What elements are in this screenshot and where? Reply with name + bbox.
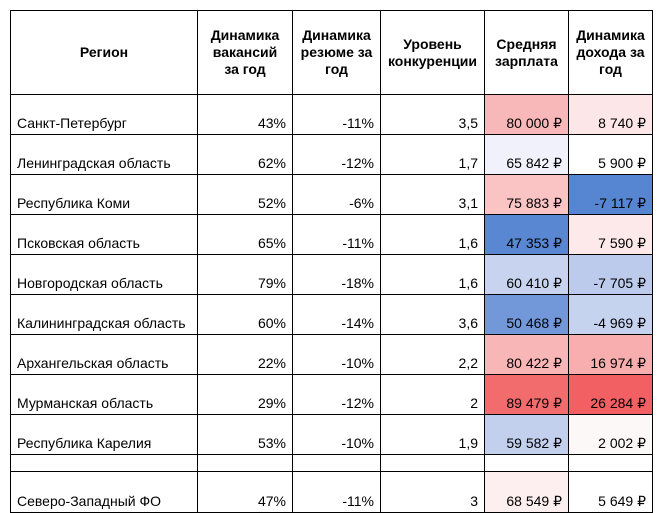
vacancies-cell: 47% <box>197 471 293 513</box>
salary-cell: 80 000 ₽ <box>484 94 569 135</box>
spacer-cell <box>10 454 198 472</box>
vacancies-cell: 62% <box>197 134 293 175</box>
income-cell: 16 974 ₽ <box>568 334 653 375</box>
table-row: Калининградская область 60% -14% 3,6 50 … <box>10 294 653 335</box>
competition-cell: 1,9 <box>380 414 485 455</box>
competition-cell: 1,6 <box>380 214 485 255</box>
spacer-cell <box>568 454 653 472</box>
vacancies-cell: 53% <box>197 414 293 455</box>
table-row: Псковская область 65% -11% 1,6 47 353 ₽ … <box>10 214 653 255</box>
regional-stats-table: Регион Динамика вакансий за год Динамика… <box>10 10 653 513</box>
income-cell: -7 117 ₽ <box>568 174 653 215</box>
spacer-cell <box>292 454 381 472</box>
header-resumes: Динамика резюме за год <box>292 10 381 95</box>
region-cell: Псковская область <box>10 214 198 255</box>
income-cell: -7 705 ₽ <box>568 254 653 295</box>
vacancies-cell: 22% <box>197 334 293 375</box>
salary-cell: 89 479 ₽ <box>484 374 569 415</box>
header-region: Регион <box>10 10 198 95</box>
competition-cell: 3,6 <box>380 294 485 335</box>
table-row: Республика Карелия 53% -10% 1,9 59 582 ₽… <box>10 414 653 455</box>
region-cell: Республика Коми <box>10 174 198 215</box>
competition-cell: 2,2 <box>380 334 485 375</box>
region-cell: Северо-Западный ФО <box>10 471 198 513</box>
resumes-cell: -18% <box>292 254 381 295</box>
competition-cell: 3,5 <box>380 94 485 135</box>
income-cell: 8 740 ₽ <box>568 94 653 135</box>
income-cell: 2 002 ₽ <box>568 414 653 455</box>
table-row: Санкт-Петербург 43% -11% 3,5 80 000 ₽ 8 … <box>10 94 653 135</box>
table-row: Новгородская область 79% -18% 1,6 60 410… <box>10 254 653 295</box>
salary-cell: 59 582 ₽ <box>484 414 569 455</box>
resumes-cell: -12% <box>292 134 381 175</box>
table-row: Ленинградская область 62% -12% 1,7 65 84… <box>10 134 653 175</box>
header-salary: Средняя зарплата <box>484 10 569 95</box>
spacer-cell <box>197 454 293 472</box>
vacancies-cell: 29% <box>197 374 293 415</box>
region-cell: Новгородская область <box>10 254 198 295</box>
vacancies-cell: 43% <box>197 94 293 135</box>
table-row: Мурманская область 29% -12% 2 89 479 ₽ 2… <box>10 374 653 415</box>
vacancies-cell: 65% <box>197 214 293 255</box>
region-cell: Архангельская область <box>10 334 198 375</box>
resumes-cell: -11% <box>292 94 381 135</box>
resumes-cell: -11% <box>292 471 381 513</box>
income-cell: 5 900 ₽ <box>568 134 653 175</box>
competition-cell: 3 <box>380 471 485 513</box>
competition-cell: 1,6 <box>380 254 485 295</box>
spacer-cell <box>484 454 569 472</box>
table-row: Республика Коми 52% -6% 3,1 75 883 ₽ -7 … <box>10 174 653 215</box>
salary-cell: 75 883 ₽ <box>484 174 569 215</box>
header-vacancies: Динамика вакансий за год <box>197 10 293 95</box>
salary-cell: 65 842 ₽ <box>484 134 569 175</box>
income-cell: 5 649 ₽ <box>568 471 653 513</box>
salary-cell: 80 422 ₽ <box>484 334 569 375</box>
resumes-cell: -12% <box>292 374 381 415</box>
header-income: Динамика дохода за год <box>568 10 653 95</box>
vacancies-cell: 60% <box>197 294 293 335</box>
income-cell: 26 284 ₽ <box>568 374 653 415</box>
resumes-cell: -10% <box>292 334 381 375</box>
region-cell: Республика Карелия <box>10 414 198 455</box>
resumes-cell: -14% <box>292 294 381 335</box>
vacancies-cell: 52% <box>197 174 293 215</box>
region-cell: Санкт-Петербург <box>10 94 198 135</box>
total-row: Северо-Западный ФО 47% -11% 3 68 549 ₽ 5… <box>10 471 653 513</box>
salary-cell: 50 468 ₽ <box>484 294 569 335</box>
spacer-cell <box>380 454 485 472</box>
competition-cell: 2 <box>380 374 485 415</box>
resumes-cell: -10% <box>292 414 381 455</box>
competition-cell: 3,1 <box>380 174 485 215</box>
header-competition: Уровень конкуренции <box>380 10 485 95</box>
salary-cell: 47 353 ₽ <box>484 214 569 255</box>
table-row: Архангельская область 22% -10% 2,2 80 42… <box>10 334 653 375</box>
spacer-row <box>10 454 653 472</box>
salary-cell: 68 549 ₽ <box>484 471 569 513</box>
competition-cell: 1,7 <box>380 134 485 175</box>
region-cell: Ленинградская область <box>10 134 198 175</box>
region-cell: Калининградская область <box>10 294 198 335</box>
salary-cell: 60 410 ₽ <box>484 254 569 295</box>
vacancies-cell: 79% <box>197 254 293 295</box>
region-cell: Мурманская область <box>10 374 198 415</box>
income-cell: -4 969 ₽ <box>568 294 653 335</box>
header-row: Регион Динамика вакансий за год Динамика… <box>10 10 653 95</box>
resumes-cell: -11% <box>292 214 381 255</box>
resumes-cell: -6% <box>292 174 381 215</box>
income-cell: 7 590 ₽ <box>568 214 653 255</box>
